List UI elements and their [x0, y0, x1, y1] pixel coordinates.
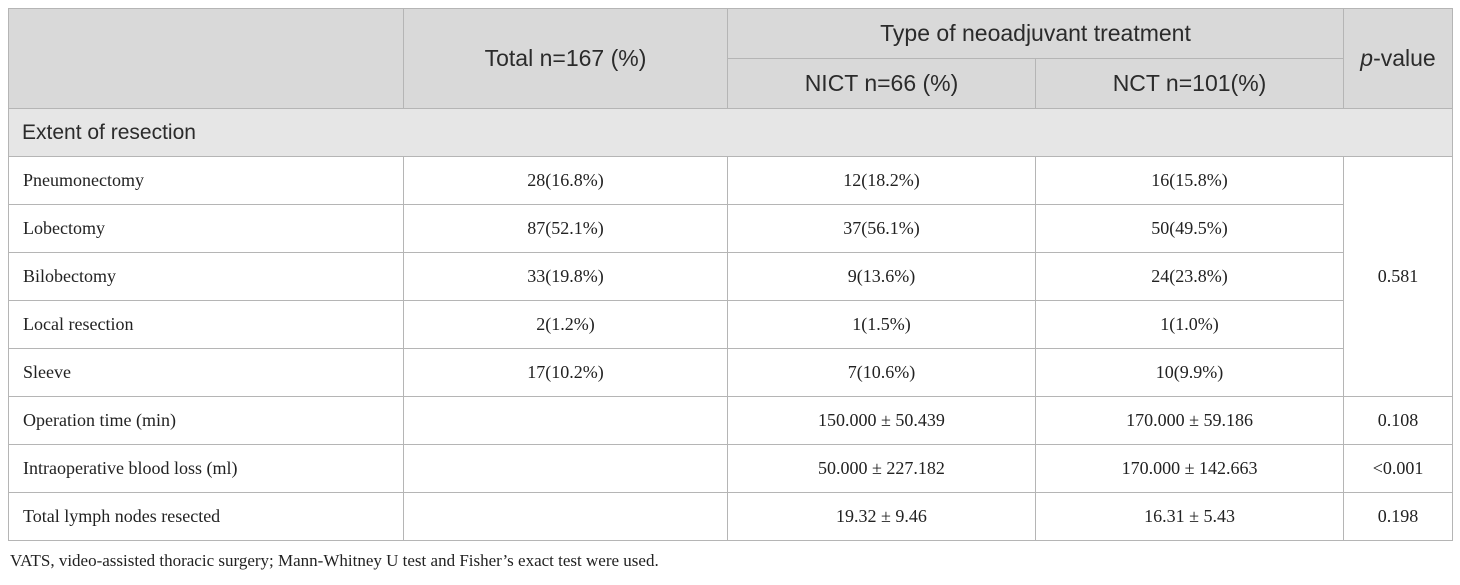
- cell-total: 28(16.8%): [403, 156, 728, 205]
- table-row: Lobectomy 87(52.1%) 37(56.1%) 50(49.5%): [8, 204, 1453, 253]
- header-nict: NICT n=66 (%): [727, 58, 1036, 109]
- cell-nct: 24(23.8%): [1034, 252, 1345, 301]
- cell-total: 2(1.2%): [403, 300, 728, 349]
- table-row: Pneumonectomy 28(16.8%) 12(18.2%) 16(15.…: [8, 156, 1454, 397]
- cell-nict: 12(18.2%): [727, 156, 1036, 205]
- cell-total: [403, 444, 728, 493]
- cell-nct: 10(9.9%): [1034, 348, 1345, 397]
- cell-nict: 19.32 ± 9.46: [727, 492, 1036, 541]
- resection-table: Total n=167 (%) Type of neoadjuvant trea…: [7, 8, 1454, 541]
- cell-total: [403, 396, 728, 445]
- table-body: Extent of resection Pneumonectomy 28(16.…: [7, 108, 1454, 541]
- row-label: Intraoperative blood loss (ml): [8, 444, 404, 493]
- cell-nict: 37(56.1%): [727, 204, 1036, 253]
- row-label: Operation time (min): [8, 396, 404, 445]
- cell-nct: 1(1.0%): [1034, 300, 1345, 349]
- header-blank: [8, 8, 404, 109]
- table-row: Sleeve 17(10.2%) 7(10.6%) 10(9.9%): [8, 348, 1453, 397]
- table-row: Total lymph nodes resected 19.32 ± 9.46 …: [8, 492, 1454, 541]
- section-row: Extent of resection: [7, 108, 1454, 157]
- cell-nict: 150.000 ± 50.439: [727, 396, 1036, 445]
- header-total: Total n=167 (%): [403, 8, 728, 109]
- cell-nct: 16.31 ± 5.43: [1034, 492, 1345, 541]
- cell-nict: 50.000 ± 227.182: [727, 444, 1036, 493]
- cell-nct: 170.000 ± 142.663: [1034, 444, 1345, 493]
- cell-nict: 9(13.6%): [727, 252, 1036, 301]
- header-nct: NCT n=101(%): [1034, 58, 1345, 109]
- row-label: Sleeve: [8, 348, 404, 397]
- header-pvalue: p-value: [1343, 8, 1454, 109]
- section-title: Extent of resection: [7, 108, 1454, 157]
- cell-total: 33(19.8%): [403, 252, 728, 301]
- row-label: Bilobectomy: [8, 252, 404, 301]
- table-row: Operation time (min) 150.000 ± 50.439 17…: [8, 396, 1454, 445]
- header-pvalue-p: p: [1360, 45, 1374, 71]
- cell-p-extent: 0.581: [1343, 156, 1454, 397]
- row-label: Local resection: [8, 300, 404, 349]
- table-header: Total n=167 (%) Type of neoadjuvant trea…: [8, 8, 1454, 109]
- table-row: Bilobectomy 33(19.8%) 9(13.6%) 24(23.8%): [8, 252, 1453, 301]
- cell-p: 0.198: [1343, 492, 1454, 541]
- table-row: Local resection 2(1.2%) 1(1.5%) 1(1.0%): [8, 300, 1453, 349]
- cell-p: <0.001: [1343, 444, 1454, 493]
- cell-nct: 50(49.5%): [1034, 204, 1345, 253]
- row-label: Total lymph nodes resected: [8, 492, 404, 541]
- cell-p: 0.108: [1343, 396, 1454, 445]
- cell-total: 87(52.1%): [403, 204, 728, 253]
- cell-nct: 16(15.8%): [1034, 156, 1345, 205]
- header-pvalue-suffix: -value: [1373, 45, 1436, 71]
- header-treatment-type: Type of neoadjuvant treatment: [726, 8, 1345, 59]
- cell-total: 17(10.2%): [403, 348, 728, 397]
- cell-nict: 1(1.5%): [727, 300, 1036, 349]
- table-container: Total n=167 (%) Type of neoadjuvant trea…: [7, 8, 1454, 571]
- row-label: Lobectomy: [8, 204, 404, 253]
- table-row: Intraoperative blood loss (ml) 50.000 ± …: [8, 444, 1454, 493]
- cell-nict: 7(10.6%): [727, 348, 1036, 397]
- table-footnote: VATS, video-assisted thoracic surgery; M…: [10, 551, 659, 570]
- cell-nct: 170.000 ± 59.186: [1034, 396, 1345, 445]
- row-label: Pneumonectomy: [8, 156, 404, 205]
- cell-total: [403, 492, 728, 541]
